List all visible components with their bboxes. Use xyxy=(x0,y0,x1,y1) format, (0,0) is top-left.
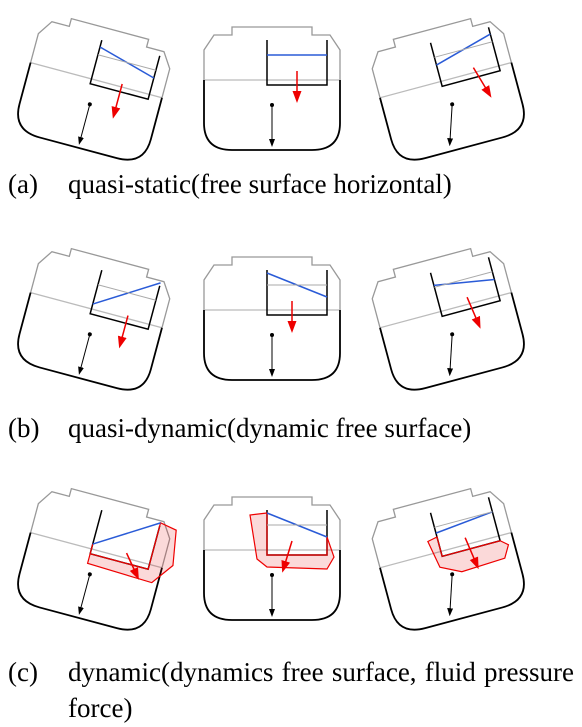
ship-b1 xyxy=(12,241,175,395)
ship-c1 xyxy=(12,481,185,638)
ship-c2 xyxy=(204,497,340,620)
ship-a3 xyxy=(366,11,529,165)
caption-text: quasi-dynamic(dynamic free surface) xyxy=(68,410,574,446)
ship-c3 xyxy=(366,481,529,635)
caption-text: dynamic(dynamics free surface, fluid pre… xyxy=(68,654,574,726)
ship-a2 xyxy=(204,27,340,150)
ship-b2 xyxy=(204,257,340,380)
ship-b3 xyxy=(366,241,529,395)
ship-diagrams xyxy=(0,0,582,727)
caption-label: (b) xyxy=(8,410,39,446)
ship-a1 xyxy=(12,11,175,165)
caption-label: (a) xyxy=(8,166,38,202)
caption-label: (c) xyxy=(8,654,38,690)
caption-text: quasi-static(free surface horizontal) xyxy=(68,166,574,202)
figure: (a) quasi-static(free surface horizontal… xyxy=(0,0,582,727)
